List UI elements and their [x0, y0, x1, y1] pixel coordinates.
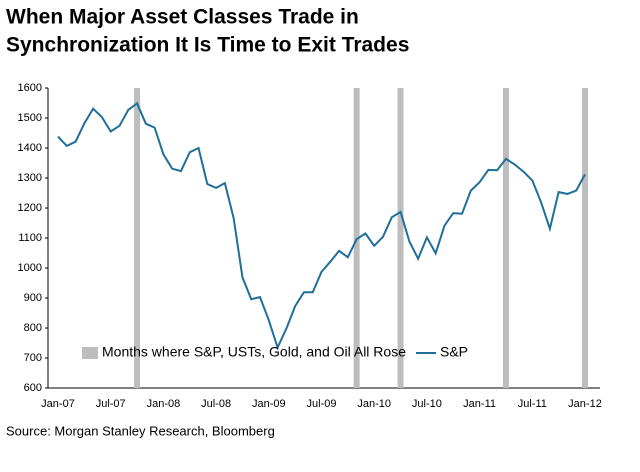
x-tick-label: Jul-09	[307, 398, 337, 410]
legend-swatch	[82, 347, 98, 359]
y-tick-label: 1600	[18, 82, 42, 94]
highlight-bar	[134, 88, 141, 388]
y-tick-label: 1500	[18, 112, 42, 124]
legend-label: Months where S&P, USTs, Gold, and Oil Al…	[102, 344, 406, 360]
x-tick-label: Jul-10	[412, 398, 442, 410]
x-tick-label: Jul-07	[96, 398, 126, 410]
x-tick-label: Jul-11	[518, 398, 547, 410]
x-tick-label: Jan-08	[147, 398, 181, 410]
y-tick-label: 1100	[18, 232, 42, 244]
x-tick-label: Jan-10	[357, 398, 391, 410]
x-tick-label: Jan-09	[252, 398, 286, 410]
x-tick-label: Jan-12	[568, 398, 602, 410]
x-tick-label: Jan-11	[463, 398, 496, 410]
y-tick-label: 1300	[18, 172, 42, 184]
y-tick-label: 1200	[18, 202, 42, 214]
highlight-bar	[353, 88, 360, 388]
chart-title: Synchronization It Is Time to Exit Trade…	[6, 34, 409, 57]
line	[57, 101, 586, 351]
y-tick-label: 900	[24, 292, 42, 304]
y-tick-label: 1000	[18, 262, 42, 274]
y-tick-label: 700	[24, 352, 42, 364]
highlight-bar	[582, 88, 588, 388]
highlight-bar	[397, 88, 404, 388]
legend-label: S&P	[440, 344, 468, 360]
y-tick-label: 1400	[18, 142, 42, 154]
x-tick-label: Jan-07	[41, 398, 75, 410]
x-tick-label: Jul-08	[201, 398, 231, 410]
highlight-bar	[502, 88, 509, 388]
source: Source: Morgan Stanley Research, Bloombe…	[6, 423, 275, 438]
y-tick-label: 600	[24, 382, 42, 394]
y-tick-label: 800	[24, 322, 42, 334]
chart-title: When Major Asset Classes Trade in	[6, 6, 359, 29]
